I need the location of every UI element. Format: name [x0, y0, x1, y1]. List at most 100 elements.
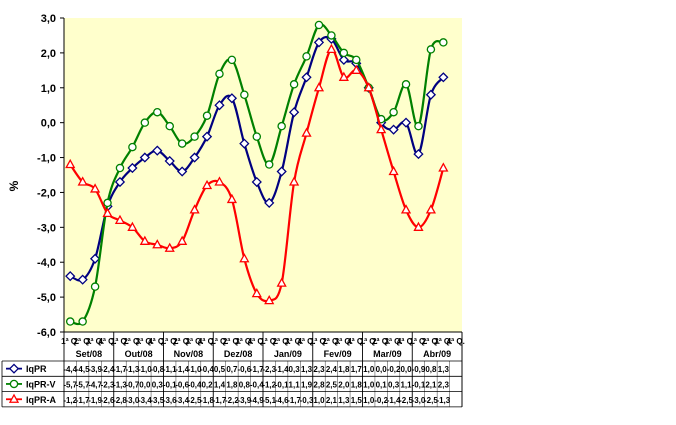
series-iqpr-point [388, 124, 399, 135]
series-iqpr-a-point [400, 204, 412, 214]
series-iqpr-point [438, 72, 449, 83]
data-label: 2,4 [326, 365, 338, 374]
series-iqpr-point [152, 145, 163, 156]
series-iqpr-v-point [128, 142, 137, 152]
data-label: -3,6 [163, 396, 177, 405]
data-label: -4,5 [76, 365, 90, 374]
series-iqpr-a [65, 43, 449, 305]
data-label: -3,0 [412, 396, 426, 405]
series-iqpr-a-point [239, 253, 250, 263]
x-tick-label: 3ª Q. [235, 337, 253, 346]
x-tick-label: 2ª Q. [273, 337, 291, 346]
series-iqpr-a-point [388, 165, 399, 176]
y-tick-label: 2,0 [41, 48, 56, 60]
series-iqpr-point [139, 152, 150, 163]
x-tick-label: 2ª Q. [223, 337, 241, 346]
y-tick-label: -5,0 [37, 292, 56, 304]
month-label: Dez/08 [224, 349, 253, 359]
series-iqpr-a-point [376, 123, 387, 134]
data-label: -4,4 [63, 365, 77, 374]
series-iqpr-point [239, 138, 250, 149]
series-iqpr-v-point [202, 111, 212, 120]
series-iqpr-point [276, 166, 287, 177]
series-iqpr-point [177, 166, 188, 177]
data-table: 1ª Q.2ª Q.3ª Q.4ª Q.1ª Q.2ª Q.3ª Q.4ª Q.… [1, 331, 465, 408]
series-iqpr-v-point [115, 163, 125, 173]
data-label: -0,1 [412, 380, 426, 389]
data-label: 1,9 [301, 380, 313, 389]
series-iqpr-point [201, 131, 213, 142]
data-label: 0,0 [139, 380, 151, 389]
x-tick-label: 1ª Q. [61, 337, 79, 346]
series-iqpr-a-point [177, 235, 188, 245]
data-label: -1,9 [88, 396, 102, 405]
data-label: -3,4 [138, 396, 152, 405]
series-iqpr-v-point [352, 55, 361, 65]
series-iqpr-v-point [314, 20, 324, 30]
series-iqpr-v-point [289, 80, 299, 89]
month-label: Out/08 [125, 349, 153, 359]
series-iqpr-v-point [177, 139, 187, 148]
month-label: Abr/09 [423, 349, 451, 359]
data-label: -1,7 [250, 365, 264, 374]
data-label: -1,0 [138, 365, 152, 374]
data-label: -3,0 [126, 396, 140, 405]
x-tick-label: 4ª Q. [248, 337, 266, 346]
data-label: -1,2 [63, 396, 77, 405]
data-label: -1,3 [436, 396, 450, 405]
series-iqpr-v-point [389, 107, 398, 117]
data-label: -2,5 [424, 396, 438, 405]
data-label: -0,4 [200, 365, 214, 374]
series-iqpr-point [89, 253, 101, 264]
data-label: 2,3 [438, 380, 450, 389]
x-tick-label: 2ª Q. [74, 337, 92, 346]
series-iqpr-a-point [438, 162, 449, 172]
series-iqpr-v-point [414, 121, 423, 131]
data-label: -2,5 [399, 396, 413, 405]
series-iqpr-v-point [227, 55, 237, 65]
data-label: -1,4 [175, 365, 189, 374]
series-iqpr-a-point [201, 179, 213, 190]
series-iqpr-a-point [114, 214, 126, 225]
series-iqpr-a-point [301, 127, 312, 137]
series-iqpr-a-point [326, 43, 337, 54]
data-label: 0,8 [425, 365, 437, 374]
series-iqpr-a-point [288, 176, 300, 186]
data-label: 0,8 [239, 380, 251, 389]
y-tick-label: -4,0 [37, 257, 56, 269]
data-label: -5,7 [76, 380, 90, 389]
y-axis: 3,0 2,0 1,0 0,0 -1,0 -2,0 -3,0 -4,0 -5,0 -6,0 [37, 13, 65, 339]
x-tick-label: 2ª Q. [372, 337, 390, 346]
data-label: -4,9 [250, 396, 264, 405]
series-iqpr-a-point [276, 277, 287, 287]
data-label: 1,0 [363, 380, 375, 389]
series-iqpr-a-point [313, 82, 325, 92]
y-tick-label: 3,0 [41, 13, 56, 25]
data-label: -1,4 [387, 396, 401, 405]
data-label: -0,3 [300, 396, 314, 405]
data-label: 2,8 [313, 380, 325, 389]
x-tick-label: 3ª Q. [335, 337, 353, 346]
x-tick-label: 3ª Q. [434, 337, 452, 346]
data-label: -1,2 [262, 380, 276, 389]
x-tick-label: 2ª Q. [173, 337, 191, 346]
series-iqpr-point [114, 176, 126, 188]
x-tick-label: 2ª Q. [123, 337, 141, 346]
data-label: 2,0 [338, 380, 350, 389]
data-label: 0,2 [201, 380, 213, 389]
series-iqpr-point [313, 37, 325, 48]
series-iqpr-v-point [277, 121, 286, 131]
series-iqpr-a-point [127, 221, 138, 231]
data-label: 1,0 [363, 396, 375, 405]
data-label: -1,7 [113, 365, 127, 374]
series-iqpr-a-point [152, 239, 163, 249]
x-tick-label: 4ª Q. [347, 337, 365, 346]
data-label: -0,6 [237, 365, 251, 374]
data-label: -2,8 [113, 396, 127, 405]
data-label: -0,7 [126, 380, 140, 389]
data-label: -2,6 [101, 396, 115, 405]
data-label: 1,8 [338, 365, 350, 374]
data-label: 2,1 [326, 396, 338, 405]
x-tick-label: 3ª Q. [385, 337, 403, 346]
